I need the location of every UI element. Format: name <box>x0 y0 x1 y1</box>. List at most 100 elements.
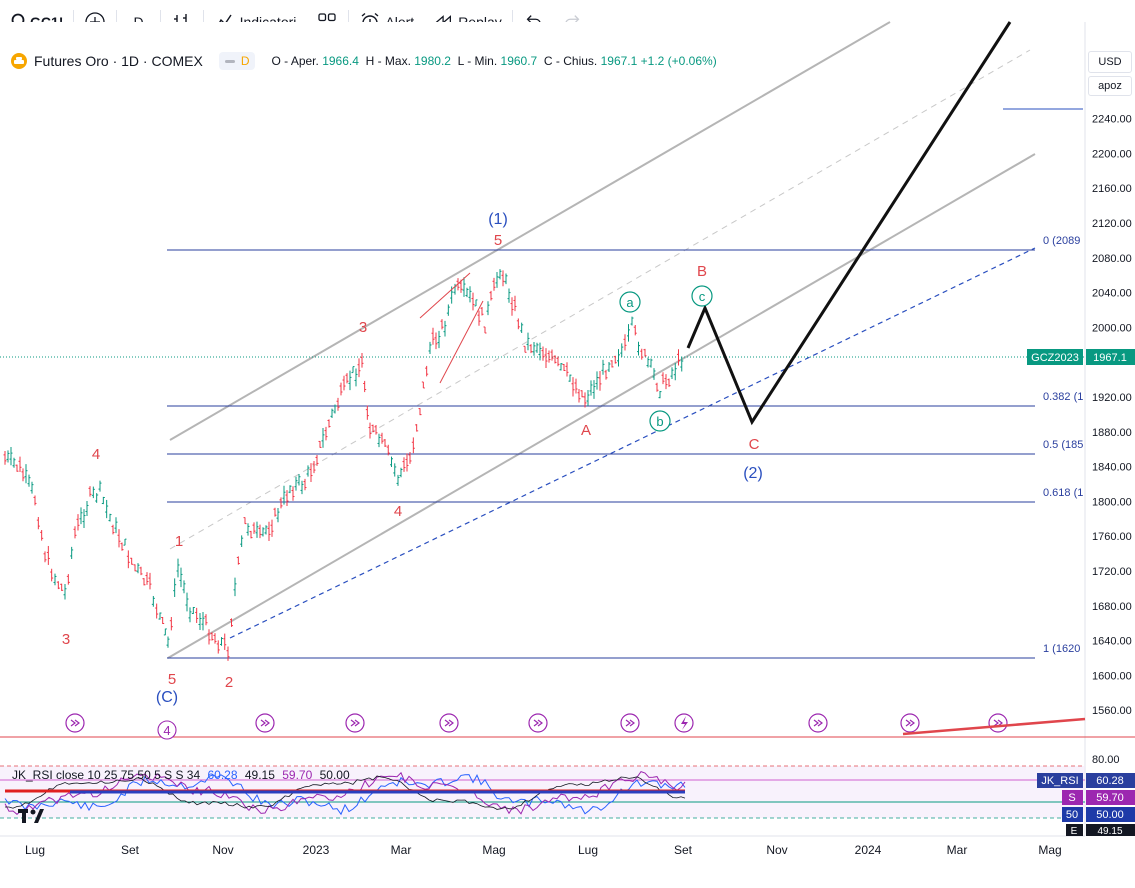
time-axis: Lug Set Nov 2023 Mar Mag Lug Set Nov 2024 Mar Mag <box>25 843 1062 857</box>
change-value: +1.2 (+0.06%) <box>640 54 717 68</box>
left-wave-4-label: 4 <box>92 446 100 463</box>
event-marker-icon[interactable] <box>900 713 920 733</box>
price-tick-label: 1840.00 <box>1092 462 1132 474</box>
wave-c-circled: c <box>691 285 713 307</box>
price-tick-label: 1560.00 <box>1092 705 1132 717</box>
wave-b-circled: b <box>649 410 671 432</box>
divider <box>202 9 204 34</box>
divider <box>159 9 161 34</box>
price-tick-label: 1800.00 <box>1092 496 1132 508</box>
rsi-series <box>4 771 686 816</box>
time-tick-label: Nov <box>212 843 233 857</box>
close-label: C - Chius. <box>543 54 598 68</box>
rsi-s-tag-bg <box>1062 790 1083 805</box>
time-tick-label: 2023 <box>303 843 330 857</box>
wave-2-blue-label: (2) <box>743 465 763 482</box>
price-tick-label: 2160.00 <box>1092 183 1132 195</box>
wave-C-blue-label: (C) <box>156 689 178 706</box>
time-tick-label: Mar <box>391 843 412 857</box>
price-tick-label: 2120.00 <box>1092 218 1132 230</box>
wave-1-blue-label: (1) <box>488 211 508 228</box>
event-marker-icon[interactable] <box>439 713 459 733</box>
high-value: 1980.2 <box>414 54 451 68</box>
high-label: H - Max. <box>365 54 411 68</box>
price-tick-label: 1600.00 <box>1092 670 1132 682</box>
time-tick-label: Mag <box>1038 843 1061 857</box>
close-value: 1967.1 <box>600 54 638 68</box>
time-tick-label: Lug <box>25 843 45 857</box>
rsi-e-tag-bg <box>1066 824 1083 836</box>
projection-path <box>686 21 1012 426</box>
rsi-e-val-bg <box>1086 824 1135 836</box>
event-marker-icon[interactable] <box>345 713 365 733</box>
wave-sketch-line <box>419 272 471 319</box>
rsi-value-2: 49.15 <box>244 768 275 782</box>
time-tick-label: Mag <box>482 843 505 857</box>
wave-5-low-label: 5 <box>168 671 176 688</box>
channel-upper-line <box>169 21 891 441</box>
price-tick-label: 1880.00 <box>1092 427 1132 439</box>
rsi-50-tag-bg <box>1062 807 1083 822</box>
time-tick-label: Set <box>674 843 693 857</box>
open-label: O - Aper. <box>271 54 319 68</box>
red-trend-line <box>902 717 1086 736</box>
fib-0-label: 0 (2089 <box>1043 235 1080 247</box>
price-tick-label: 1720.00 <box>1092 566 1132 578</box>
wave-3-label: 3 <box>359 319 367 336</box>
wave-A-label: A <box>581 422 591 439</box>
low-label: L - Min. <box>457 54 498 68</box>
event-marker-icon[interactable] <box>620 713 640 733</box>
lightning-event-icon[interactable] <box>674 713 694 733</box>
price-tick-label: 2080.00 <box>1092 253 1132 265</box>
rsi-tag-bg <box>1037 773 1083 788</box>
currency-select[interactable]: USD <box>1088 51 1132 73</box>
wave-2-label: 2 <box>225 674 233 691</box>
last-price-tag-bg <box>1086 349 1135 365</box>
price-tick-label: 2240.00 <box>1092 114 1132 126</box>
fib-0618-label: 0.618 (1 <box>1043 487 1083 499</box>
event-marker-icon[interactable] <box>808 713 828 733</box>
price-tick-label: 1680.00 <box>1092 601 1132 613</box>
svg-text:a: a <box>626 295 634 310</box>
contract-tag: GCZ2023 <box>1031 352 1079 364</box>
status-dash <box>224 59 235 63</box>
left-wave-3-label: 3 <box>62 631 70 648</box>
interval-button[interactable]: D <box>133 13 144 30</box>
divider <box>348 9 350 34</box>
low-value: 1960.7 <box>500 54 538 68</box>
delay-flag: D <box>240 54 250 68</box>
rsi-tag: JK_RSI <box>1041 775 1078 787</box>
rsi-legend: JK_RSI close 10 25 75 50 5 S S 34 60.28 … <box>12 768 350 782</box>
event-marker-icon[interactable] <box>988 713 1008 733</box>
event-marker-icon[interactable] <box>255 713 275 733</box>
channel-median-line <box>169 49 1031 550</box>
time-tick-label: Nov <box>766 843 787 857</box>
rsi-val-bg <box>1086 773 1135 788</box>
event-marker-icon[interactable] <box>528 713 548 733</box>
rsi-value-1: 60.28 <box>207 768 238 782</box>
divider <box>73 9 75 34</box>
rsi-s-val: 59.70 <box>1096 792 1124 804</box>
price-tick-label: 1640.00 <box>1092 636 1132 648</box>
event-marker-icon[interactable] <box>65 713 85 733</box>
fib-05-label: 0.5 (185 <box>1043 439 1083 451</box>
svg-text:b: b <box>656 414 663 429</box>
wave-1-label: 1 <box>175 533 183 550</box>
divider <box>511 9 513 34</box>
price-tick-label: 1760.00 <box>1092 531 1132 543</box>
scale-mode-button[interactable]: apoz <box>1088 76 1132 96</box>
fib-0382-label: 0.382 (1 <box>1043 391 1083 403</box>
divider <box>116 9 118 34</box>
rsi-s-tag: S <box>1068 792 1075 804</box>
time-tick-label: 2024 <box>855 843 882 857</box>
last-price-tag: 1967.1 <box>1093 352 1127 364</box>
market-status-pill[interactable]: D <box>218 52 256 70</box>
rsi-50-tag: 50 <box>1066 809 1078 821</box>
price-tick-label: 2000.00 <box>1092 322 1132 334</box>
wave-B-label: B <box>697 263 707 280</box>
tradingview-logo <box>18 809 44 823</box>
gold-coin-icon <box>11 53 27 69</box>
rsi-50-val-bg <box>1086 807 1135 822</box>
rsi-e-val: 49.15 <box>1097 826 1122 837</box>
